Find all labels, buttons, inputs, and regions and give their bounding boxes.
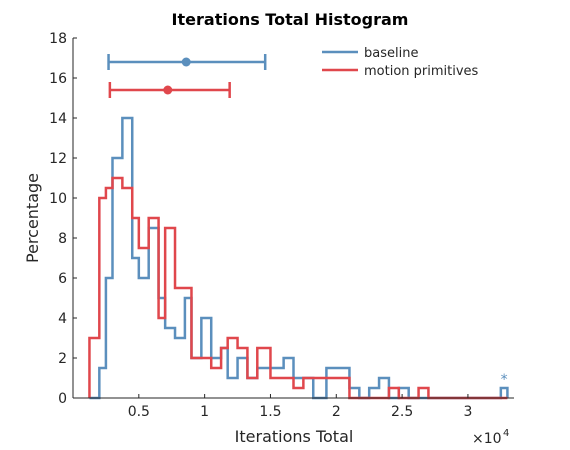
legend-label-1: motion primitives [364, 64, 479, 79]
x-multiplier-base: ×10 [472, 431, 502, 447]
y-tick-label: 10 [49, 191, 67, 207]
legend: baseline motion primitives [322, 46, 479, 79]
x-tick-label: 3 [463, 404, 472, 420]
x-axis-title: Iterations Total [235, 427, 354, 446]
y-tick-label: 18 [49, 31, 67, 47]
x-tick-label: 2 [332, 404, 341, 420]
plot-area: * [88, 54, 509, 400]
x-ticks: 0.5 1 1.5 2 2.5 3 [128, 394, 472, 420]
y-tick-label: 2 [58, 351, 67, 367]
y-tick-label: 8 [58, 231, 67, 247]
y-tick-label: 12 [49, 151, 67, 167]
y-ticks: 0 2 4 6 8 10 12 14 16 18 [49, 31, 77, 407]
x-multiplier-exponent: 4 [503, 428, 509, 439]
legend-label-0: baseline [364, 46, 418, 61]
x-multiplier: ×10 4 [472, 428, 509, 447]
y-tick-label: 6 [58, 271, 67, 287]
chart-title: Iterations Total Histogram [172, 10, 409, 29]
y-tick-label: 4 [58, 311, 67, 327]
histogram-series-1 [88, 176, 508, 400]
error-bar-0 [107, 54, 267, 70]
mean-marker [181, 57, 191, 67]
outlier-annotation: * [501, 372, 508, 388]
y-tick-label: 16 [49, 71, 67, 87]
x-tick-label: 1 [200, 404, 209, 420]
error-bar-1 [108, 82, 231, 98]
y-tick-label: 0 [58, 391, 67, 407]
histogram-series-0 [89, 116, 509, 400]
x-tick-label: 1.5 [259, 404, 281, 420]
mean-marker [163, 85, 173, 95]
x-tick-label: 2.5 [391, 404, 413, 420]
y-tick-label: 14 [49, 111, 67, 127]
x-tick-label: 0.5 [128, 404, 150, 420]
y-axis-title: Percentage [23, 173, 42, 263]
